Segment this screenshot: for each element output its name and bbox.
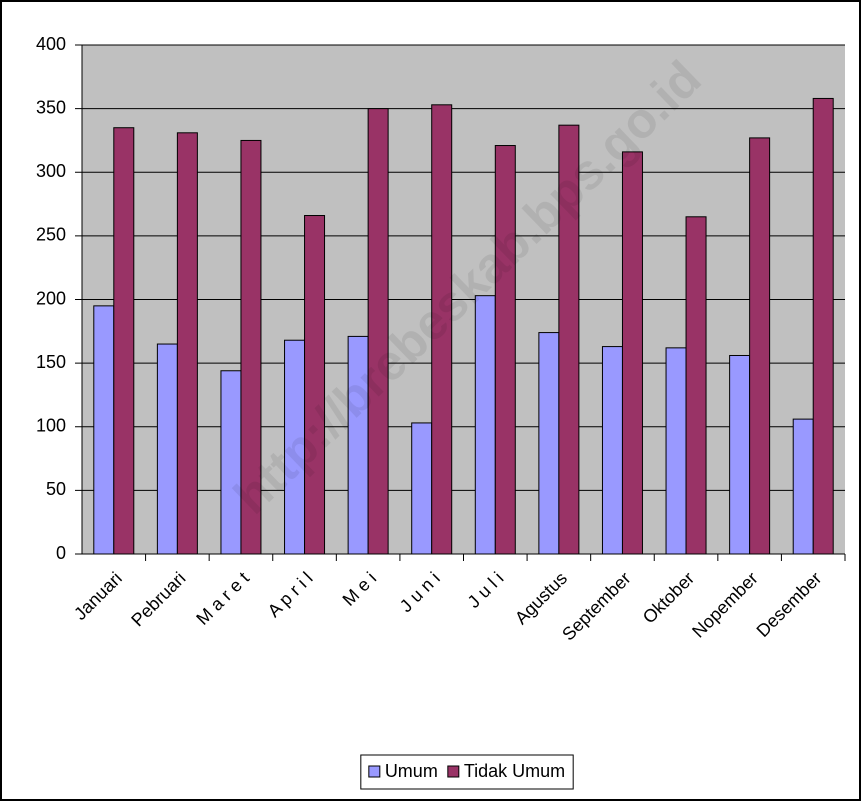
- bar: [812, 97, 834, 555]
- y-tick-label: 350: [36, 97, 66, 117]
- bar: [93, 305, 115, 555]
- y-tick-label: 250: [36, 225, 66, 245]
- bar: [621, 151, 643, 555]
- legend-swatch: [447, 765, 460, 778]
- bar: [411, 422, 433, 555]
- legend-label: Umum: [385, 761, 438, 781]
- bar: [304, 215, 326, 555]
- bar: [367, 108, 389, 555]
- bar: [558, 124, 580, 555]
- legend-label: Tidak Umum: [464, 761, 565, 781]
- y-tick-label: 50: [46, 479, 66, 499]
- bar: [601, 346, 623, 555]
- bar: [665, 347, 687, 555]
- bar: [431, 104, 453, 555]
- bar: [538, 332, 560, 555]
- legend-swatch: [368, 765, 381, 778]
- bar: [494, 145, 516, 555]
- bar: [685, 216, 707, 555]
- bar: [792, 418, 814, 555]
- y-tick-label: 400: [36, 34, 66, 54]
- bar: [729, 354, 751, 555]
- y-tick-label: 150: [36, 352, 66, 372]
- y-tick-label: 200: [36, 288, 66, 308]
- y-tick-label: 300: [36, 161, 66, 181]
- y-tick-label: 0: [56, 543, 66, 563]
- bar: [474, 295, 496, 555]
- y-tick-label: 100: [36, 416, 66, 436]
- bar: [240, 139, 262, 555]
- legend-box: [360, 754, 574, 790]
- bar: [220, 370, 242, 555]
- bar: [156, 343, 178, 555]
- bar: [176, 132, 198, 555]
- bar: [749, 137, 771, 555]
- bar: [113, 127, 135, 555]
